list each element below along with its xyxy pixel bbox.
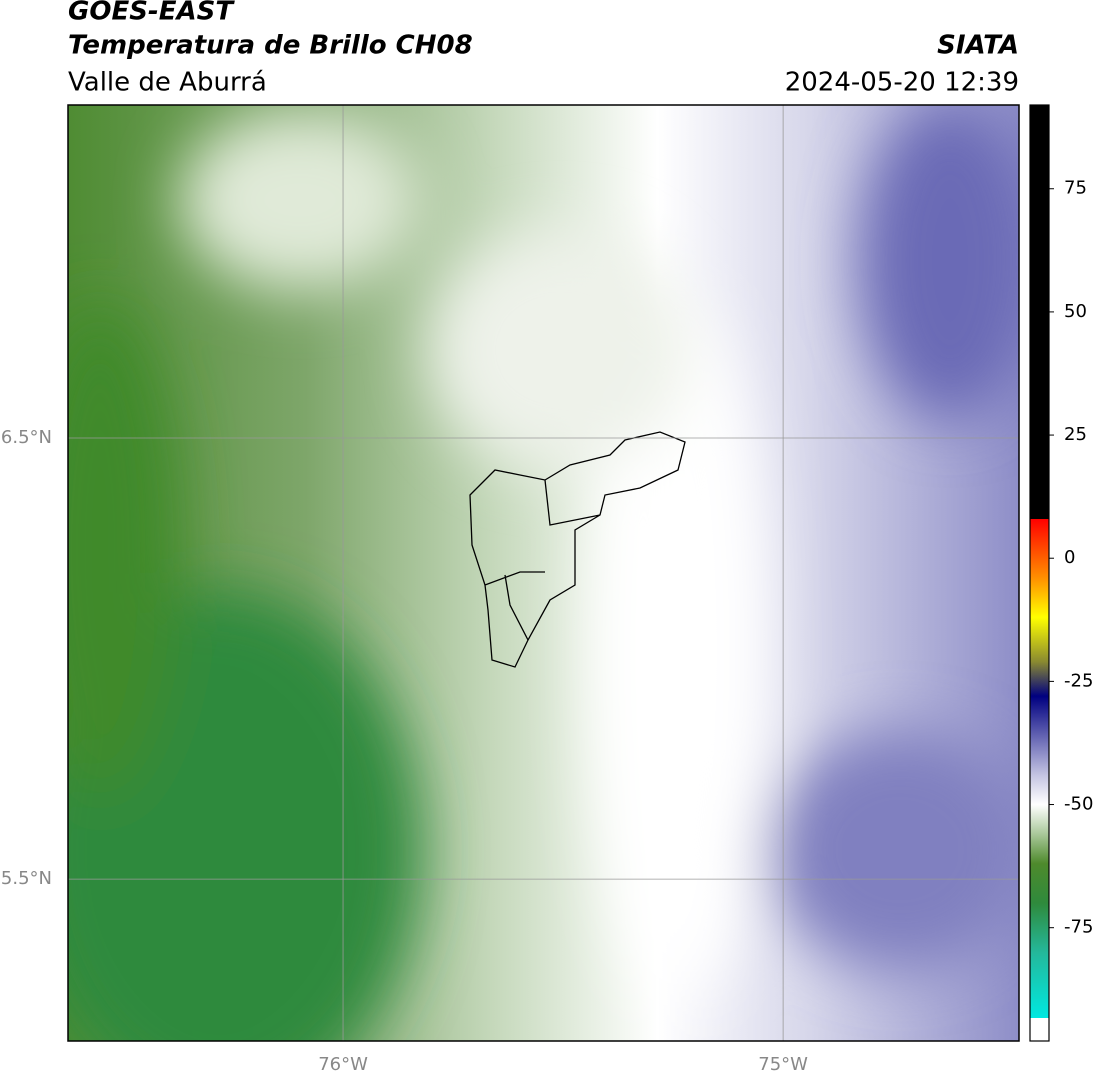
x-tick-label: 76°W	[318, 1054, 368, 1075]
source: SIATA	[937, 31, 1019, 61]
colorbar-tick-label: 50	[1064, 301, 1087, 322]
y-tick-label: 5.5°N	[1, 868, 52, 889]
x-tick-label: 75°W	[758, 1054, 808, 1075]
map-frame	[67, 104, 1020, 1042]
colorbar-tick-label: 25	[1064, 424, 1087, 445]
map-image	[68, 105, 1019, 1041]
colorbar-tick-label: 75	[1064, 178, 1087, 199]
subtitle: Temperatura de Brillo CH08	[68, 31, 473, 61]
colorbar	[1029, 104, 1050, 1042]
region: Valle de Aburrá	[68, 68, 267, 98]
y-tick-label: 6.5°N	[1, 427, 52, 448]
colorbar-tick-label: -25	[1064, 670, 1093, 691]
colorbar-tick-label: -50	[1064, 794, 1093, 815]
colorbar-tick-label: 0	[1064, 547, 1075, 568]
datetime: 2024-05-20 12:39	[785, 68, 1019, 98]
colorbar-tick-label: -75	[1064, 917, 1093, 938]
municipal-boundaries	[469, 431, 686, 668]
title: GOES-EAST	[68, 0, 235, 27]
